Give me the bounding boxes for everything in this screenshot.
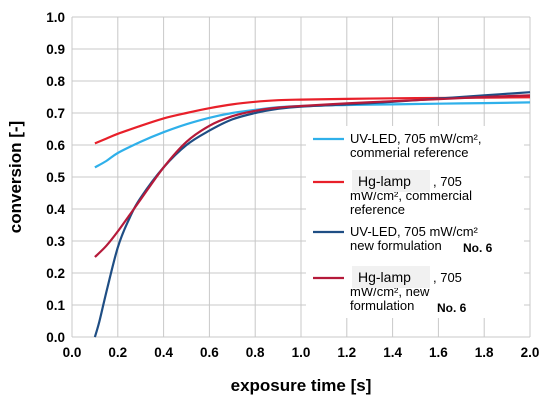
legend-label-line: commerial reference (350, 145, 469, 160)
x-tick-label: 1.2 (337, 345, 356, 360)
legend-tag-label: Hg-lamp (358, 173, 411, 189)
x-tick-label: 0.8 (246, 345, 265, 360)
y-tick-label: 0.1 (46, 298, 65, 313)
legend-label-suffix: No. 6 (437, 301, 467, 315)
y-tick-label: 0.8 (46, 74, 65, 89)
x-tick-label: 1.8 (475, 345, 494, 360)
series-line-4 (94, 94, 531, 258)
y-tick-label: 1.0 (46, 10, 65, 25)
series-line-1 (94, 101, 531, 169)
x-tick-label: 1.0 (292, 345, 311, 360)
legend-label-line: UV-LED, 705 mW/cm² (350, 224, 479, 239)
x-tick-label: 1.6 (429, 345, 448, 360)
legend-tag-background (352, 266, 430, 288)
legend-label-line: , 705 (433, 174, 462, 189)
y-axis-ticks: 0.0 0.1 0.2 0.3 0.4 0.5 0.6 0.7 0.8 0.9 1.0 (46, 10, 65, 345)
y-tick-label: 0.3 (46, 234, 65, 249)
series-line-2 (94, 96, 531, 145)
x-tick-label: 0.2 (108, 345, 127, 360)
legend-label-line: reference (350, 202, 405, 217)
y-tick-label: 0.9 (46, 42, 65, 57)
legend-label-line: UV-LED, 705 mW/cm², (350, 131, 481, 146)
x-tick-label: 0.0 (63, 345, 82, 360)
y-tick-label: 0.0 (46, 330, 65, 345)
y-tick-label: 0.4 (46, 202, 65, 217)
x-axis-ticks: 0.0 0.2 0.4 0.6 0.8 1.0 1.2 1.4 1.6 1.8 2.0 (63, 345, 540, 360)
y-axis-title: conversion [-] (6, 121, 25, 233)
y-tick-label: 0.6 (46, 138, 65, 153)
x-tick-label: 2.0 (521, 345, 540, 360)
legend-tag-background (352, 170, 430, 192)
legend: UV-LED, 705 mW/cm², commerial reference,… (313, 131, 493, 315)
x-tick-label: 1.4 (383, 345, 402, 360)
y-tick-label: 0.7 (46, 106, 65, 121)
legend-label-suffix: No. 6 (463, 241, 493, 255)
series-lines (93, 91, 531, 338)
legend-label-line: , 705 (433, 270, 462, 285)
y-tick-label: 0.5 (46, 170, 65, 185)
y-tick-label: 0.2 (46, 266, 65, 281)
legend-label-line: new formulation (350, 238, 442, 253)
legend-label-line: formulation (350, 298, 414, 313)
x-tick-label: 0.6 (200, 345, 219, 360)
legend-tag-label: Hg-lamp (358, 269, 411, 285)
x-tick-label: 0.4 (154, 345, 173, 360)
x-axis-title: exposure time [s] (231, 376, 372, 395)
